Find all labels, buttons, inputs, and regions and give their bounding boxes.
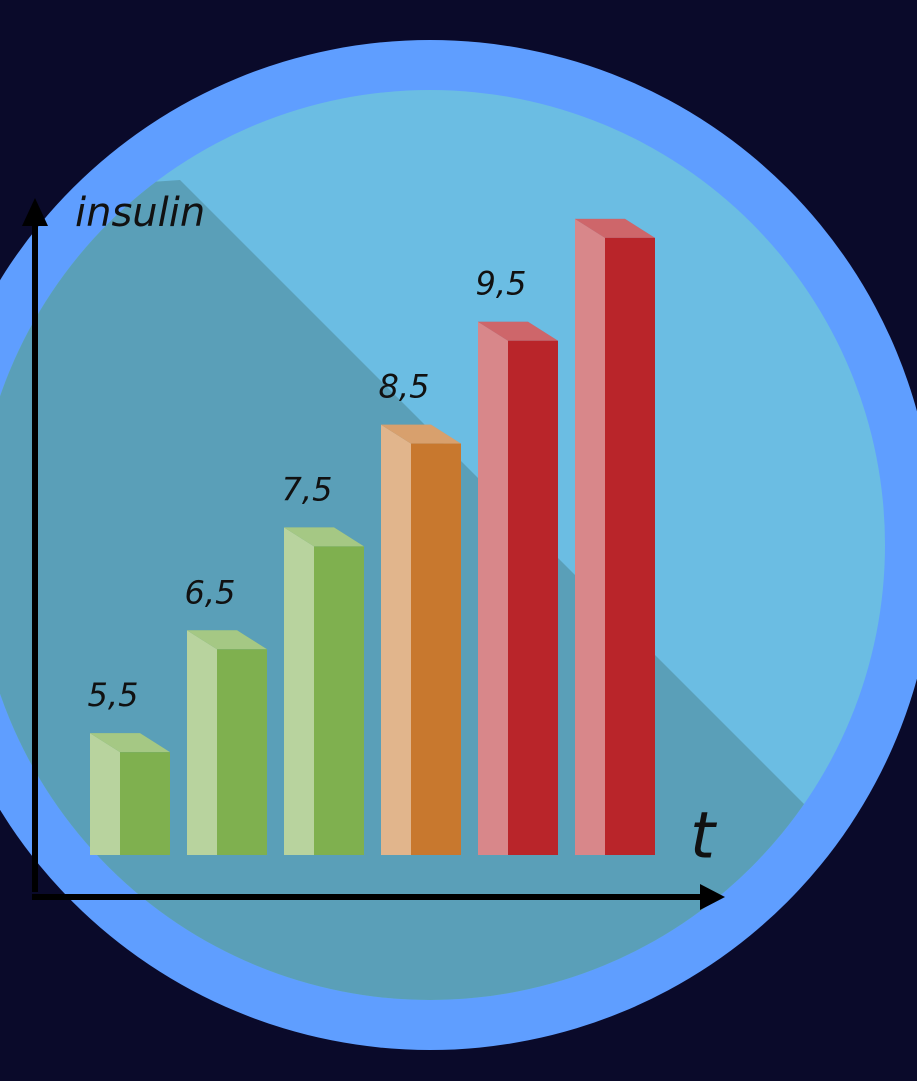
bar-top-light xyxy=(284,527,364,547)
bar-top xyxy=(284,527,364,547)
y-axis-arrow xyxy=(22,198,48,226)
data-label: 6,5 xyxy=(185,573,236,611)
bar-top-light xyxy=(575,218,655,238)
bar xyxy=(217,649,267,855)
bar-side xyxy=(478,321,508,855)
bar-side-light xyxy=(575,218,605,855)
bar-side xyxy=(284,527,314,855)
data-label: 9,5 xyxy=(476,265,527,303)
bar-side-light xyxy=(187,630,217,855)
data-label: 5,5 xyxy=(88,676,139,714)
bar-side xyxy=(575,218,605,855)
x-axis-arrow xyxy=(700,884,725,910)
bar-side-light xyxy=(90,733,120,855)
bar-top-light xyxy=(187,630,267,650)
y-axis-label: insulin xyxy=(75,190,205,236)
bar xyxy=(411,443,461,855)
bar-side xyxy=(381,424,411,855)
bar-side-light xyxy=(381,424,411,855)
bar xyxy=(120,752,170,855)
bar-side xyxy=(90,733,120,855)
bar-top-light xyxy=(90,733,170,753)
bar-side xyxy=(187,630,217,855)
bar-top xyxy=(381,424,461,444)
bar-side-light xyxy=(478,321,508,855)
bar xyxy=(605,237,655,855)
bar-top-light xyxy=(478,321,558,341)
bar-side-light xyxy=(284,527,314,855)
bar-top xyxy=(575,218,655,238)
x-axis-label: t xyxy=(690,800,718,874)
bar xyxy=(508,340,558,855)
data-label: 8,5 xyxy=(379,368,430,406)
data-label: 7,5 xyxy=(282,470,333,508)
bar-top-light xyxy=(381,424,461,444)
bar-top xyxy=(187,630,267,650)
bars: 5,5 6,5 7,5 8,5 9,5 xyxy=(88,218,655,855)
bar-top xyxy=(478,321,558,341)
bar-top xyxy=(90,733,170,753)
bar xyxy=(314,546,364,855)
